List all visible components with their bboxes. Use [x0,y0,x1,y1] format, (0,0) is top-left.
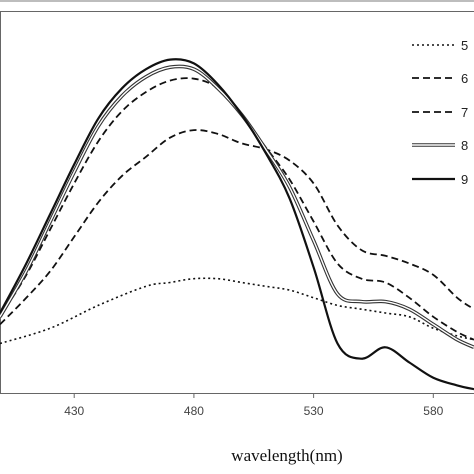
x-tick-label-480: 480 [184,404,204,418]
series-line-6 [0,77,474,341]
x-tick-label-580: 580 [423,404,443,418]
legend-label-5: 5 [461,38,468,53]
x-axis-ticks: 430 480 530 580 [64,393,444,418]
x-tick-label-430: 430 [64,404,84,418]
series-line-7 [0,129,474,326]
legend-label-7: 7 [461,105,468,120]
legend-label-8: 8 [461,138,468,153]
x-axis-title: wavelength(nm) [231,446,342,465]
series-line-9 [0,58,474,391]
series-layer [0,58,474,391]
series-line-5 [0,277,474,345]
legend-label-9: 9 [461,172,468,187]
top-frame-line [0,0,474,2]
legend-label-6: 6 [461,71,468,86]
legend: 5 6 7 8 9 [412,38,468,187]
x-tick-label-530: 530 [304,404,324,418]
plot-frame [0,11,474,394]
